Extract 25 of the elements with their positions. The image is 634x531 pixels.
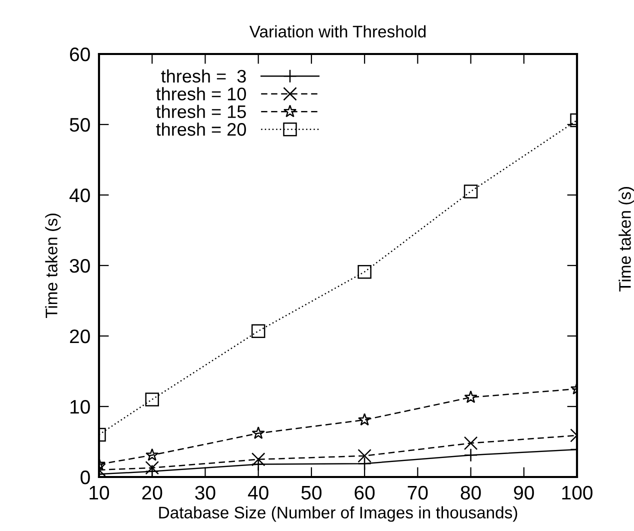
y-tick-label: 30 (70, 258, 90, 273)
legend-label: thresh = 15 (156, 104, 246, 118)
y-tick-label: 40 (69, 188, 90, 202)
y-axis-title: Time taken (s) (45, 214, 61, 318)
x-tick-label: 100 (562, 486, 592, 500)
y-tick-label: 60 (70, 47, 90, 62)
text: Time taken (s) (618, 187, 634, 292)
legend-label: thresh = 10 (156, 87, 246, 100)
legend-label: thresh = 3 (161, 69, 246, 83)
y-tick-label: 20 (70, 329, 90, 344)
x-tick-label: 30 (195, 486, 216, 500)
y-tick-label: 50 (70, 118, 90, 132)
chart-title: Variation with Threshold (249, 25, 426, 38)
x-tick-label: 50 (301, 486, 322, 500)
x-tick-label: 90 (514, 486, 534, 500)
x-tick-label: 60 (354, 486, 375, 500)
y-tick-label: 10 (70, 400, 90, 414)
x-tick-label: 80 (460, 486, 481, 500)
x-tick-label: 10 (90, 486, 110, 500)
x-tick-label: 70 (408, 486, 428, 500)
x-tick-label: 20 (142, 486, 162, 500)
legend-label: thresh = 20 (156, 122, 246, 136)
y-tick-label: 0 (80, 470, 90, 484)
x-tick-label: 40 (248, 486, 268, 500)
x-axis-title: Database Size (Number of Images in thousands) (159, 506, 518, 522)
